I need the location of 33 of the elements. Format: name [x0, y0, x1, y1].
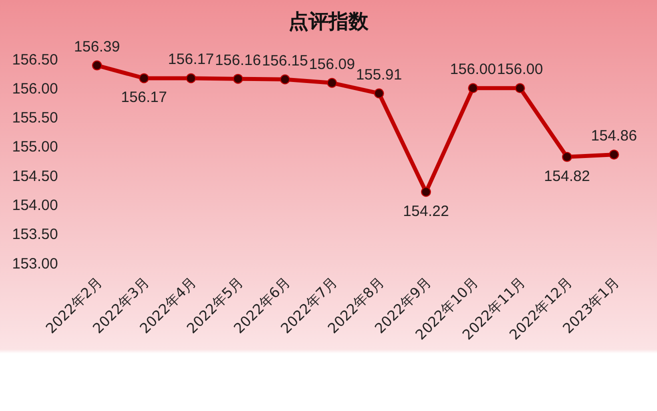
point — [92, 60, 102, 70]
y-tick-label: 153.00 — [12, 255, 58, 272]
data-label: 155.91 — [356, 66, 402, 84]
y-tick-label: 153.50 — [12, 226, 58, 244]
data-label: 156.39 — [74, 38, 120, 56]
point — [233, 74, 243, 84]
data-label: 156.15 — [262, 52, 308, 70]
point — [515, 83, 525, 94]
y-tick-label: 156.00 — [12, 80, 58, 98]
point — [186, 73, 196, 84]
data-label: 154.22 — [403, 202, 449, 220]
data-label: 154.82 — [544, 168, 590, 185]
data-label: 154.86 — [591, 128, 637, 145]
point — [609, 150, 619, 160]
point — [327, 78, 337, 88]
data-label: 156.17 — [168, 51, 214, 68]
data-label: 156.16 — [215, 52, 261, 69]
data-label: 156.00 — [450, 61, 496, 78]
point — [280, 74, 290, 84]
data-label: 156.00 — [497, 61, 543, 78]
data-label: 156.09 — [309, 56, 355, 73]
y-tick-label: 155.00 — [12, 138, 58, 156]
point — [468, 83, 478, 94]
point — [139, 73, 149, 84]
point — [562, 152, 572, 162]
y-tick-label: 156.50 — [12, 51, 58, 68]
y-tick-label: 154.50 — [12, 168, 58, 185]
y-tick-label: 155.50 — [12, 110, 58, 127]
chart-title: 点评指数 — [288, 9, 370, 33]
y-tick-label: 154.00 — [12, 196, 58, 214]
point — [421, 186, 431, 197]
data-label: 156.17 — [121, 89, 167, 106]
point — [374, 88, 384, 98]
